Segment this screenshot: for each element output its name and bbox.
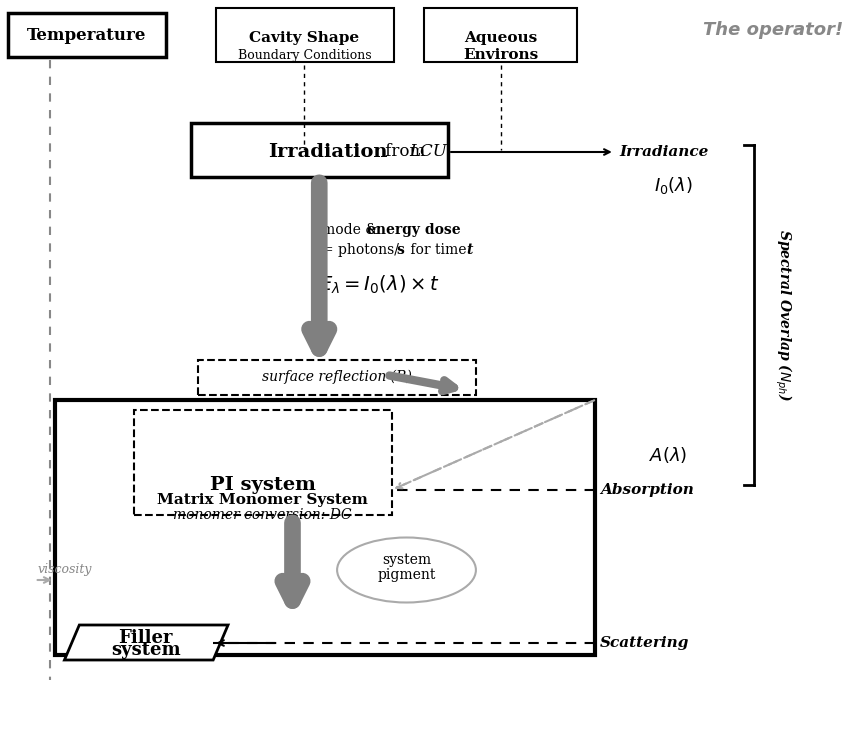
FancyBboxPatch shape (191, 123, 448, 177)
Text: Absorption: Absorption (600, 483, 694, 497)
Text: pigment: pigment (377, 568, 436, 582)
Text: system: system (382, 553, 431, 567)
Text: Irradiation: Irradiation (268, 143, 387, 161)
Polygon shape (65, 625, 228, 660)
Text: system: system (111, 641, 181, 659)
Text: s: s (397, 243, 405, 257)
FancyBboxPatch shape (216, 8, 393, 62)
Text: Filler: Filler (119, 629, 173, 647)
Text: Irradiance: Irradiance (620, 145, 709, 159)
Text: Boundary Conditions: Boundary Conditions (238, 48, 371, 61)
FancyBboxPatch shape (424, 8, 577, 62)
Text: LCU: LCU (410, 143, 447, 161)
Text: Scattering: Scattering (600, 636, 689, 650)
Bar (198, 360, 476, 395)
Text: The operator!: The operator! (703, 21, 844, 39)
Text: $A(\lambda)$: $A(\lambda)$ (649, 445, 688, 465)
Text: Cavity Shape: Cavity Shape (250, 31, 359, 45)
Text: Matrix Monomer System: Matrix Monomer System (158, 493, 369, 507)
Text: mode &: mode & (322, 223, 382, 237)
Text: t: t (466, 243, 473, 257)
FancyBboxPatch shape (8, 13, 165, 57)
Text: Spectral Overlap ($N_{ph}$): Spectral Overlap ($N_{ph}$) (773, 229, 793, 401)
Bar (133, 410, 392, 515)
Text: energy dose: energy dose (367, 223, 461, 237)
Text: Aqueous: Aqueous (464, 31, 537, 45)
Text: Temperature: Temperature (27, 26, 146, 44)
Text: PI system: PI system (210, 476, 316, 494)
Text: Environs: Environs (463, 48, 538, 62)
Bar (54, 400, 595, 655)
Text: for time: for time (406, 243, 471, 257)
Text: monomer conversion: DC: monomer conversion: DC (173, 508, 352, 522)
Text: viscosity: viscosity (38, 564, 92, 577)
Text: $E_\lambda = I_0(\lambda) \times t$: $E_\lambda = I_0(\lambda) \times t$ (319, 274, 440, 296)
Text: from: from (380, 143, 430, 161)
Text: $I_0(\lambda)$: $I_0(\lambda)$ (654, 175, 693, 195)
Text: = photons/: = photons/ (322, 243, 400, 257)
Text: surface reflection (R): surface reflection (R) (262, 370, 412, 385)
Ellipse shape (338, 537, 476, 602)
